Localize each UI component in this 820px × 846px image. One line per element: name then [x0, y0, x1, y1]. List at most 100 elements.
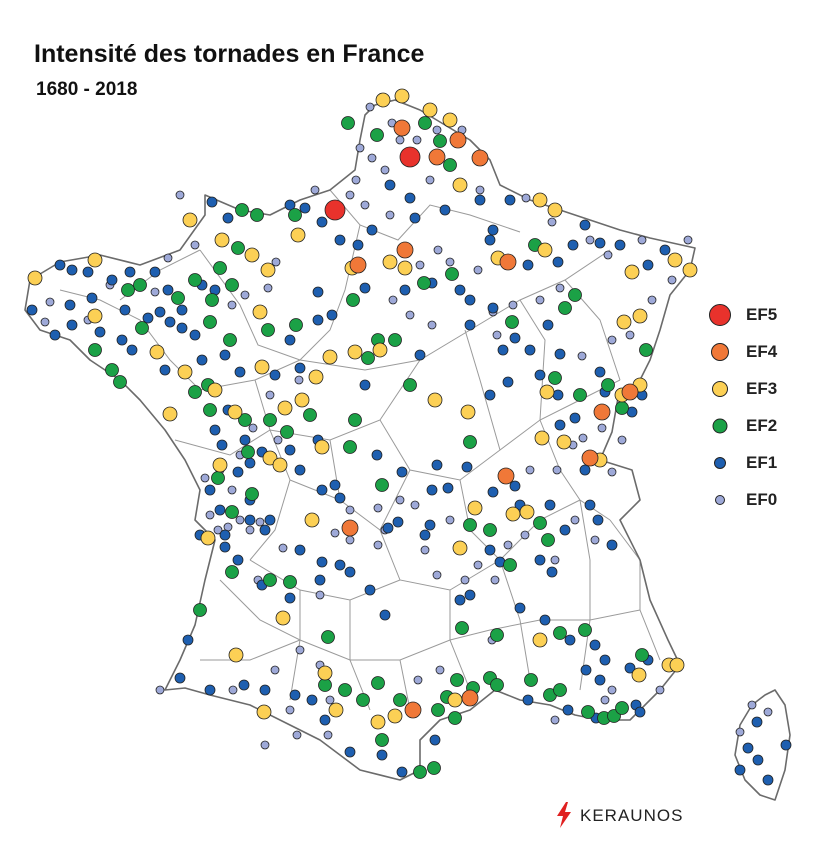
tornado-marker-ef2	[188, 273, 202, 287]
tornado-marker-ef3	[539, 384, 555, 400]
tornado-marker-ef3	[227, 404, 243, 420]
legend-label-ef0: EF0	[746, 489, 778, 509]
tornado-marker-ef0	[235, 515, 245, 525]
tornado-marker-ef1	[539, 614, 551, 626]
legend-marker-ef3	[712, 380, 728, 397]
tornado-marker-ef0	[600, 695, 610, 705]
tornado-marker-ef1	[424, 519, 436, 531]
tornado-marker-ef1	[554, 348, 566, 360]
legend-label-ef5: EF5	[746, 304, 778, 324]
tornado-marker-ef1	[238, 679, 250, 691]
tornado-marker-ef1	[592, 514, 604, 526]
tornado-marker-ef2	[203, 403, 217, 417]
tornado-marker-ef1	[439, 204, 451, 216]
tornado-marker-ef3	[532, 192, 548, 208]
legend-label-ef1: EF1	[746, 452, 778, 472]
tornado-markers	[26, 88, 792, 786]
tornado-marker-ef3	[460, 404, 476, 420]
tornado-marker-ef3	[667, 252, 683, 268]
tornado-marker-ef2	[601, 378, 615, 392]
tornado-marker-ef4	[581, 449, 599, 467]
tornado-marker-ef2	[490, 628, 504, 642]
tornado-marker-ef1	[429, 734, 441, 746]
tornado-marker-ef2	[245, 487, 259, 501]
tornado-marker-ef1	[299, 202, 311, 214]
tornado-marker-ef2	[241, 445, 255, 459]
tornado-marker-ef2	[321, 630, 335, 644]
tornado-marker-ef0	[585, 235, 595, 245]
tornado-marker-ef1	[366, 224, 378, 236]
tornado-marker-ef3	[616, 314, 632, 330]
tornado-marker-ef0	[405, 310, 415, 320]
tornado-marker-ef1	[614, 239, 626, 251]
tornado-marker-ef1	[464, 589, 476, 601]
tornado-marker-ef3	[314, 439, 330, 455]
tornado-marker-ef2	[558, 301, 572, 315]
tornado-marker-ef0	[360, 200, 370, 210]
tornado-marker-ef0	[248, 423, 258, 433]
tornado-marker-ef1	[162, 284, 174, 296]
tornado-marker-ef1	[504, 194, 516, 206]
tornado-marker-ef0	[475, 185, 485, 195]
tornado-marker-ef0	[323, 730, 333, 740]
tornado-marker-ef1	[399, 284, 411, 296]
legend-label-ef3: EF3	[746, 378, 778, 398]
tornado-marker-ef1	[431, 459, 443, 471]
tornado-marker-ef2	[133, 278, 147, 292]
tornado-marker-ef1	[589, 639, 601, 651]
tornado-marker-ef2	[361, 351, 375, 365]
tornado-marker-ef0	[525, 465, 535, 475]
legend-item-ef0: EF0	[706, 481, 806, 518]
tornado-marker-ef1	[344, 566, 356, 578]
tornado-marker-ef2	[413, 765, 427, 779]
tornado-marker-ef3	[452, 540, 468, 556]
tornado-marker-ef2	[455, 621, 469, 635]
tornado-marker-ef3	[537, 242, 553, 258]
tornado-marker-ef0	[490, 575, 500, 585]
tornado-marker-ef4	[593, 403, 611, 421]
legend-label-ef2: EF2	[746, 415, 778, 435]
tornado-marker-ef1	[376, 749, 388, 761]
tornado-marker-ef1	[487, 302, 499, 314]
tornado-marker-ef4	[428, 148, 446, 166]
tornado-marker-ef1	[634, 706, 646, 718]
tornado-marker-ef2	[135, 321, 149, 335]
tornado-marker-ef2	[211, 471, 225, 485]
tornado-marker-ef0	[460, 575, 470, 585]
tornado-marker-ef1	[329, 479, 341, 491]
tornado-marker-ef1	[552, 256, 564, 268]
tornado-marker-ef1	[219, 541, 231, 553]
tornado-marker-ef0	[637, 235, 647, 245]
tornado-marker-ef0	[150, 287, 160, 297]
tornado-marker-ef0	[747, 700, 757, 710]
tornado-marker-ef0	[163, 253, 173, 263]
tornado-marker-ef0	[295, 645, 305, 655]
tornado-marker-ef0	[445, 257, 455, 267]
tornado-marker-ef1	[426, 484, 438, 496]
tornado-marker-ef2	[433, 134, 447, 148]
tornado-marker-ef1	[204, 484, 216, 496]
tornado-marker-ef1	[94, 326, 106, 338]
tornado-marker-ef0	[355, 143, 365, 153]
tornado-marker-ef2	[288, 208, 302, 222]
tornado-marker-ef3	[308, 369, 324, 385]
tornado-marker-ef1	[464, 294, 476, 306]
tornado-marker-ef2	[121, 283, 135, 297]
tornado-marker-ef0	[520, 530, 530, 540]
tornado-marker-ef2	[403, 378, 417, 392]
tornado-marker-ef0	[445, 515, 455, 525]
tornado-marker-ef2	[338, 683, 352, 697]
tornado-marker-ef1	[580, 664, 592, 676]
tornado-marker-ef1	[359, 282, 371, 294]
tornado-marker-ef1	[752, 754, 764, 766]
tornado-marker-ef0	[227, 485, 237, 495]
tornado-marker-ef2	[343, 440, 357, 454]
tornado-marker-ef0	[367, 153, 377, 163]
tornado-marker-ef2	[193, 603, 207, 617]
tornado-marker-ef1	[106, 274, 118, 286]
tornado-marker-ef5	[324, 199, 346, 221]
tornado-marker-ef1	[126, 344, 138, 356]
tornado-marker-ef2	[289, 318, 303, 332]
tornado-marker-ef0	[200, 473, 210, 483]
tornado-marker-ef3	[505, 506, 521, 522]
